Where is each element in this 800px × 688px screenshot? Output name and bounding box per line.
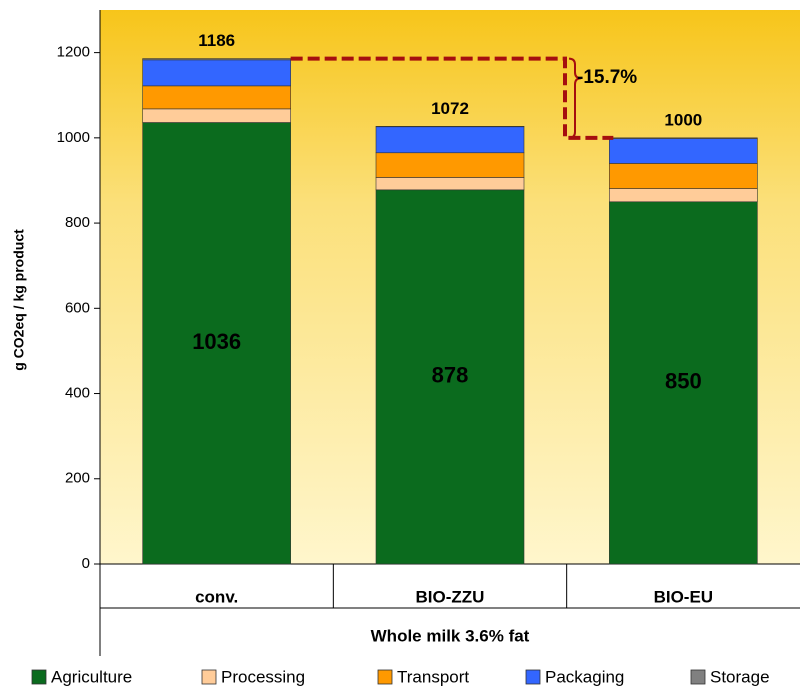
annotation: -15.7% bbox=[577, 67, 637, 88]
bar-segment bbox=[609, 163, 758, 189]
y-tick-label: 600 bbox=[65, 299, 90, 316]
bar-segment bbox=[142, 59, 291, 87]
legend-swatch bbox=[201, 669, 217, 685]
bar-segment bbox=[375, 189, 525, 565]
segment-label: 878 bbox=[432, 363, 469, 388]
x-tick-label: BIO-ZZU bbox=[416, 587, 485, 606]
bar-segment bbox=[609, 188, 758, 203]
segment-label: 850 bbox=[665, 369, 702, 394]
x-tick-label: BIO-EU bbox=[654, 587, 714, 606]
bar-segment bbox=[609, 201, 758, 565]
y-tick-label: 200 bbox=[65, 470, 90, 487]
legend-swatch bbox=[31, 669, 47, 685]
y-tick-label: 800 bbox=[65, 214, 90, 231]
bar-segment bbox=[142, 108, 291, 123]
legend-swatch bbox=[377, 669, 393, 685]
y-axis-title: g CO2eq / kg product bbox=[11, 229, 27, 371]
legend-swatch bbox=[525, 669, 541, 685]
brace bbox=[568, 57, 582, 139]
bar-segment bbox=[609, 137, 758, 139]
x-tick-label: conv. bbox=[195, 587, 238, 606]
legend-label: Packaging bbox=[545, 667, 624, 686]
y-tick-label: 1200 bbox=[57, 44, 90, 61]
total-label: 1186 bbox=[198, 31, 235, 50]
bar-segment bbox=[142, 58, 291, 61]
legend-label: Processing bbox=[221, 667, 305, 686]
total-label: 1000 bbox=[664, 110, 702, 129]
y-tick-label: 1000 bbox=[57, 129, 90, 146]
bar-segment bbox=[142, 122, 291, 565]
bar-segment bbox=[142, 85, 291, 110]
legend-label: Agriculture bbox=[51, 667, 132, 686]
legend-swatch bbox=[690, 669, 706, 685]
y-tick-label: 0 bbox=[82, 555, 90, 572]
legend-label: Transport bbox=[397, 667, 469, 686]
total-label: 1072 bbox=[431, 99, 469, 118]
legend-label: Storage bbox=[710, 667, 770, 686]
bar-segment bbox=[375, 126, 525, 154]
y-tick-label: 400 bbox=[65, 385, 90, 402]
segment-label: 1036 bbox=[192, 329, 241, 354]
bar-segment bbox=[609, 138, 758, 164]
difference-bracket bbox=[290, 56, 614, 140]
bar-segment bbox=[375, 177, 525, 191]
bar-segment bbox=[375, 152, 525, 178]
x-axis-title: Whole milk 3.6% fat bbox=[371, 626, 530, 645]
